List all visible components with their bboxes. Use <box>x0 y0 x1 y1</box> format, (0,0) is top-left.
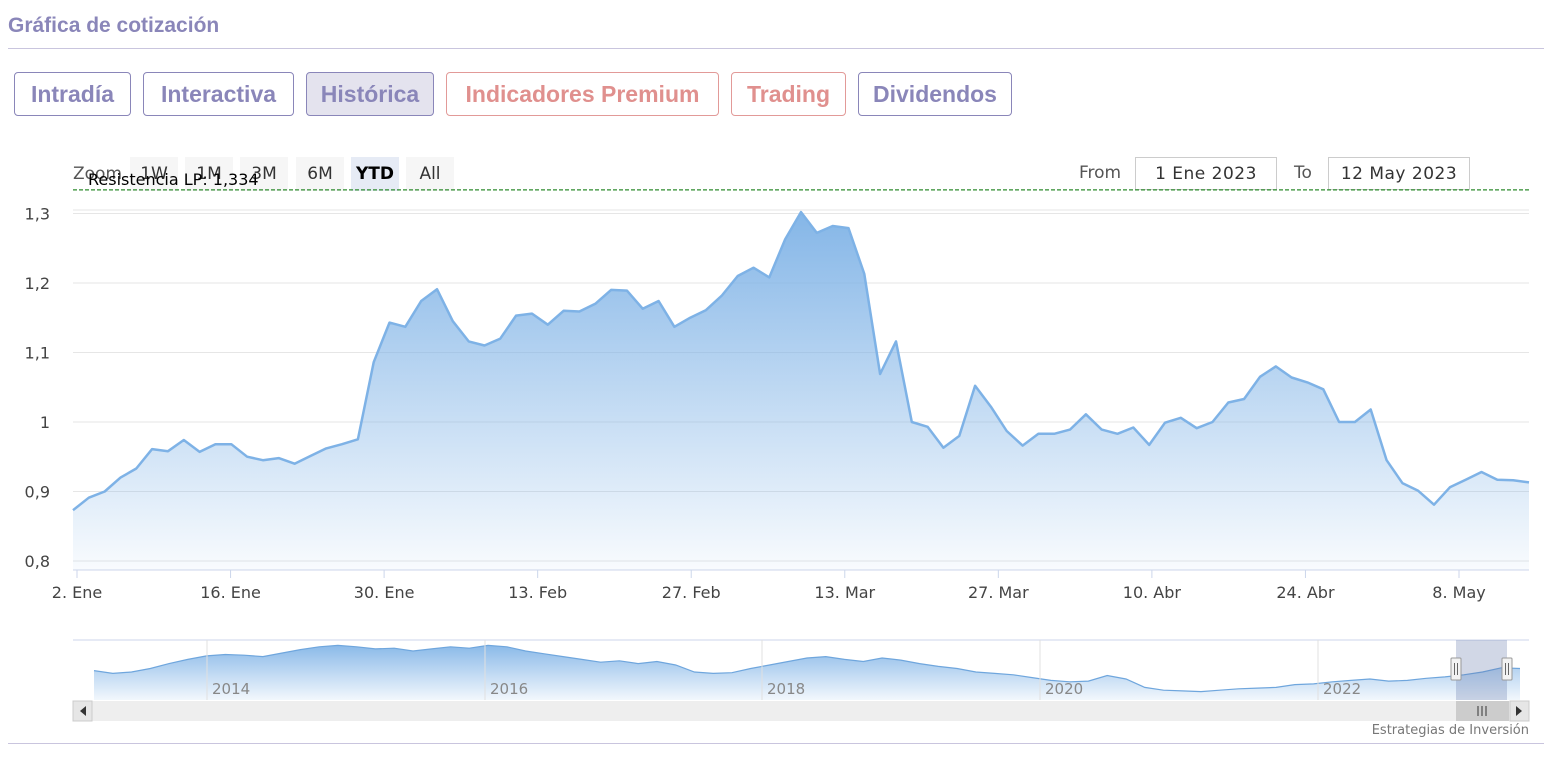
x-tick-label: 16. Ene <box>200 583 261 602</box>
y-tick-label: 1 <box>40 413 50 432</box>
x-tick-label: 2. Ene <box>52 583 102 602</box>
x-tick-label: 13. Feb <box>508 583 567 602</box>
x-tick-label: 24. Abr <box>1276 583 1335 602</box>
zoom-all-button[interactable]: All <box>406 157 454 191</box>
tab-intradia[interactable]: Intradía <box>14 72 131 116</box>
zoom-label: Zoom <box>73 164 123 184</box>
x-tick-label: 27. Mar <box>968 583 1029 602</box>
price-series-line <box>72 210 1530 512</box>
navigator-year-label: 2016 <box>490 680 528 698</box>
chevron-left-icon <box>80 706 86 716</box>
tab-historica[interactable]: Histórica <box>306 72 434 116</box>
x-tick-label: 13. Mar <box>814 583 875 602</box>
navigator-year-label: 2022 <box>1323 680 1361 698</box>
tab-interactiva[interactable]: Interactiva <box>143 72 294 116</box>
navigator-year-label: 2020 <box>1045 680 1083 698</box>
navigator-line <box>93 644 1521 693</box>
from-label: From <box>1079 163 1122 183</box>
chevron-right-icon <box>1516 706 1522 716</box>
navigator-selection <box>1456 640 1507 700</box>
y-tick-label: 1,3 <box>25 204 50 223</box>
navigator-year-label: 2014 <box>212 680 250 698</box>
x-tick-label: 8. May <box>1432 583 1485 602</box>
bottom-divider <box>8 743 1544 744</box>
navigator-scrollbar-track[interactable] <box>73 701 1529 721</box>
tab-indicadores-premium[interactable]: Indicadores Premium <box>446 72 719 116</box>
y-tick-label: 0,8 <box>25 552 50 571</box>
y-tick-label: 1,2 <box>25 274 50 293</box>
navigator-left-handle[interactable] <box>1450 657 1462 681</box>
navigator-right-handle[interactable] <box>1501 657 1513 681</box>
price-area-fill <box>73 212 1529 570</box>
resistance-label: Resistencia LP: 1,334 <box>88 170 259 189</box>
chart-credit: Estrategias de Inversión <box>1371 723 1529 738</box>
y-tick-label: 1,1 <box>25 343 50 362</box>
x-tick-label: 27. Feb <box>662 583 721 602</box>
zoom-1w-button[interactable]: 1W <box>130 157 178 191</box>
to-label: To <box>1294 163 1312 183</box>
zoom-3m-button[interactable]: 3M <box>240 157 288 191</box>
tab-trading[interactable]: Trading <box>731 72 846 116</box>
zoom-1m-button[interactable]: 1M <box>185 157 233 191</box>
x-tick-label: 10. Abr <box>1123 583 1182 602</box>
section-title: Gráfica de cotización <box>8 14 220 37</box>
y-tick-label: 0,9 <box>25 482 50 501</box>
navigator-year-label: 2018 <box>767 680 805 698</box>
navigator-area <box>94 645 1520 700</box>
zoom-ytd-button[interactable]: YTD <box>351 157 399 191</box>
title-divider <box>8 48 1544 49</box>
from-date-input[interactable]: 1 Ene 2023 <box>1135 157 1277 190</box>
tab-dividendos[interactable]: Dividendos <box>858 72 1012 116</box>
zoom-6m-button[interactable]: 6M <box>296 157 344 191</box>
x-tick-label: 30. Ene <box>354 583 415 602</box>
